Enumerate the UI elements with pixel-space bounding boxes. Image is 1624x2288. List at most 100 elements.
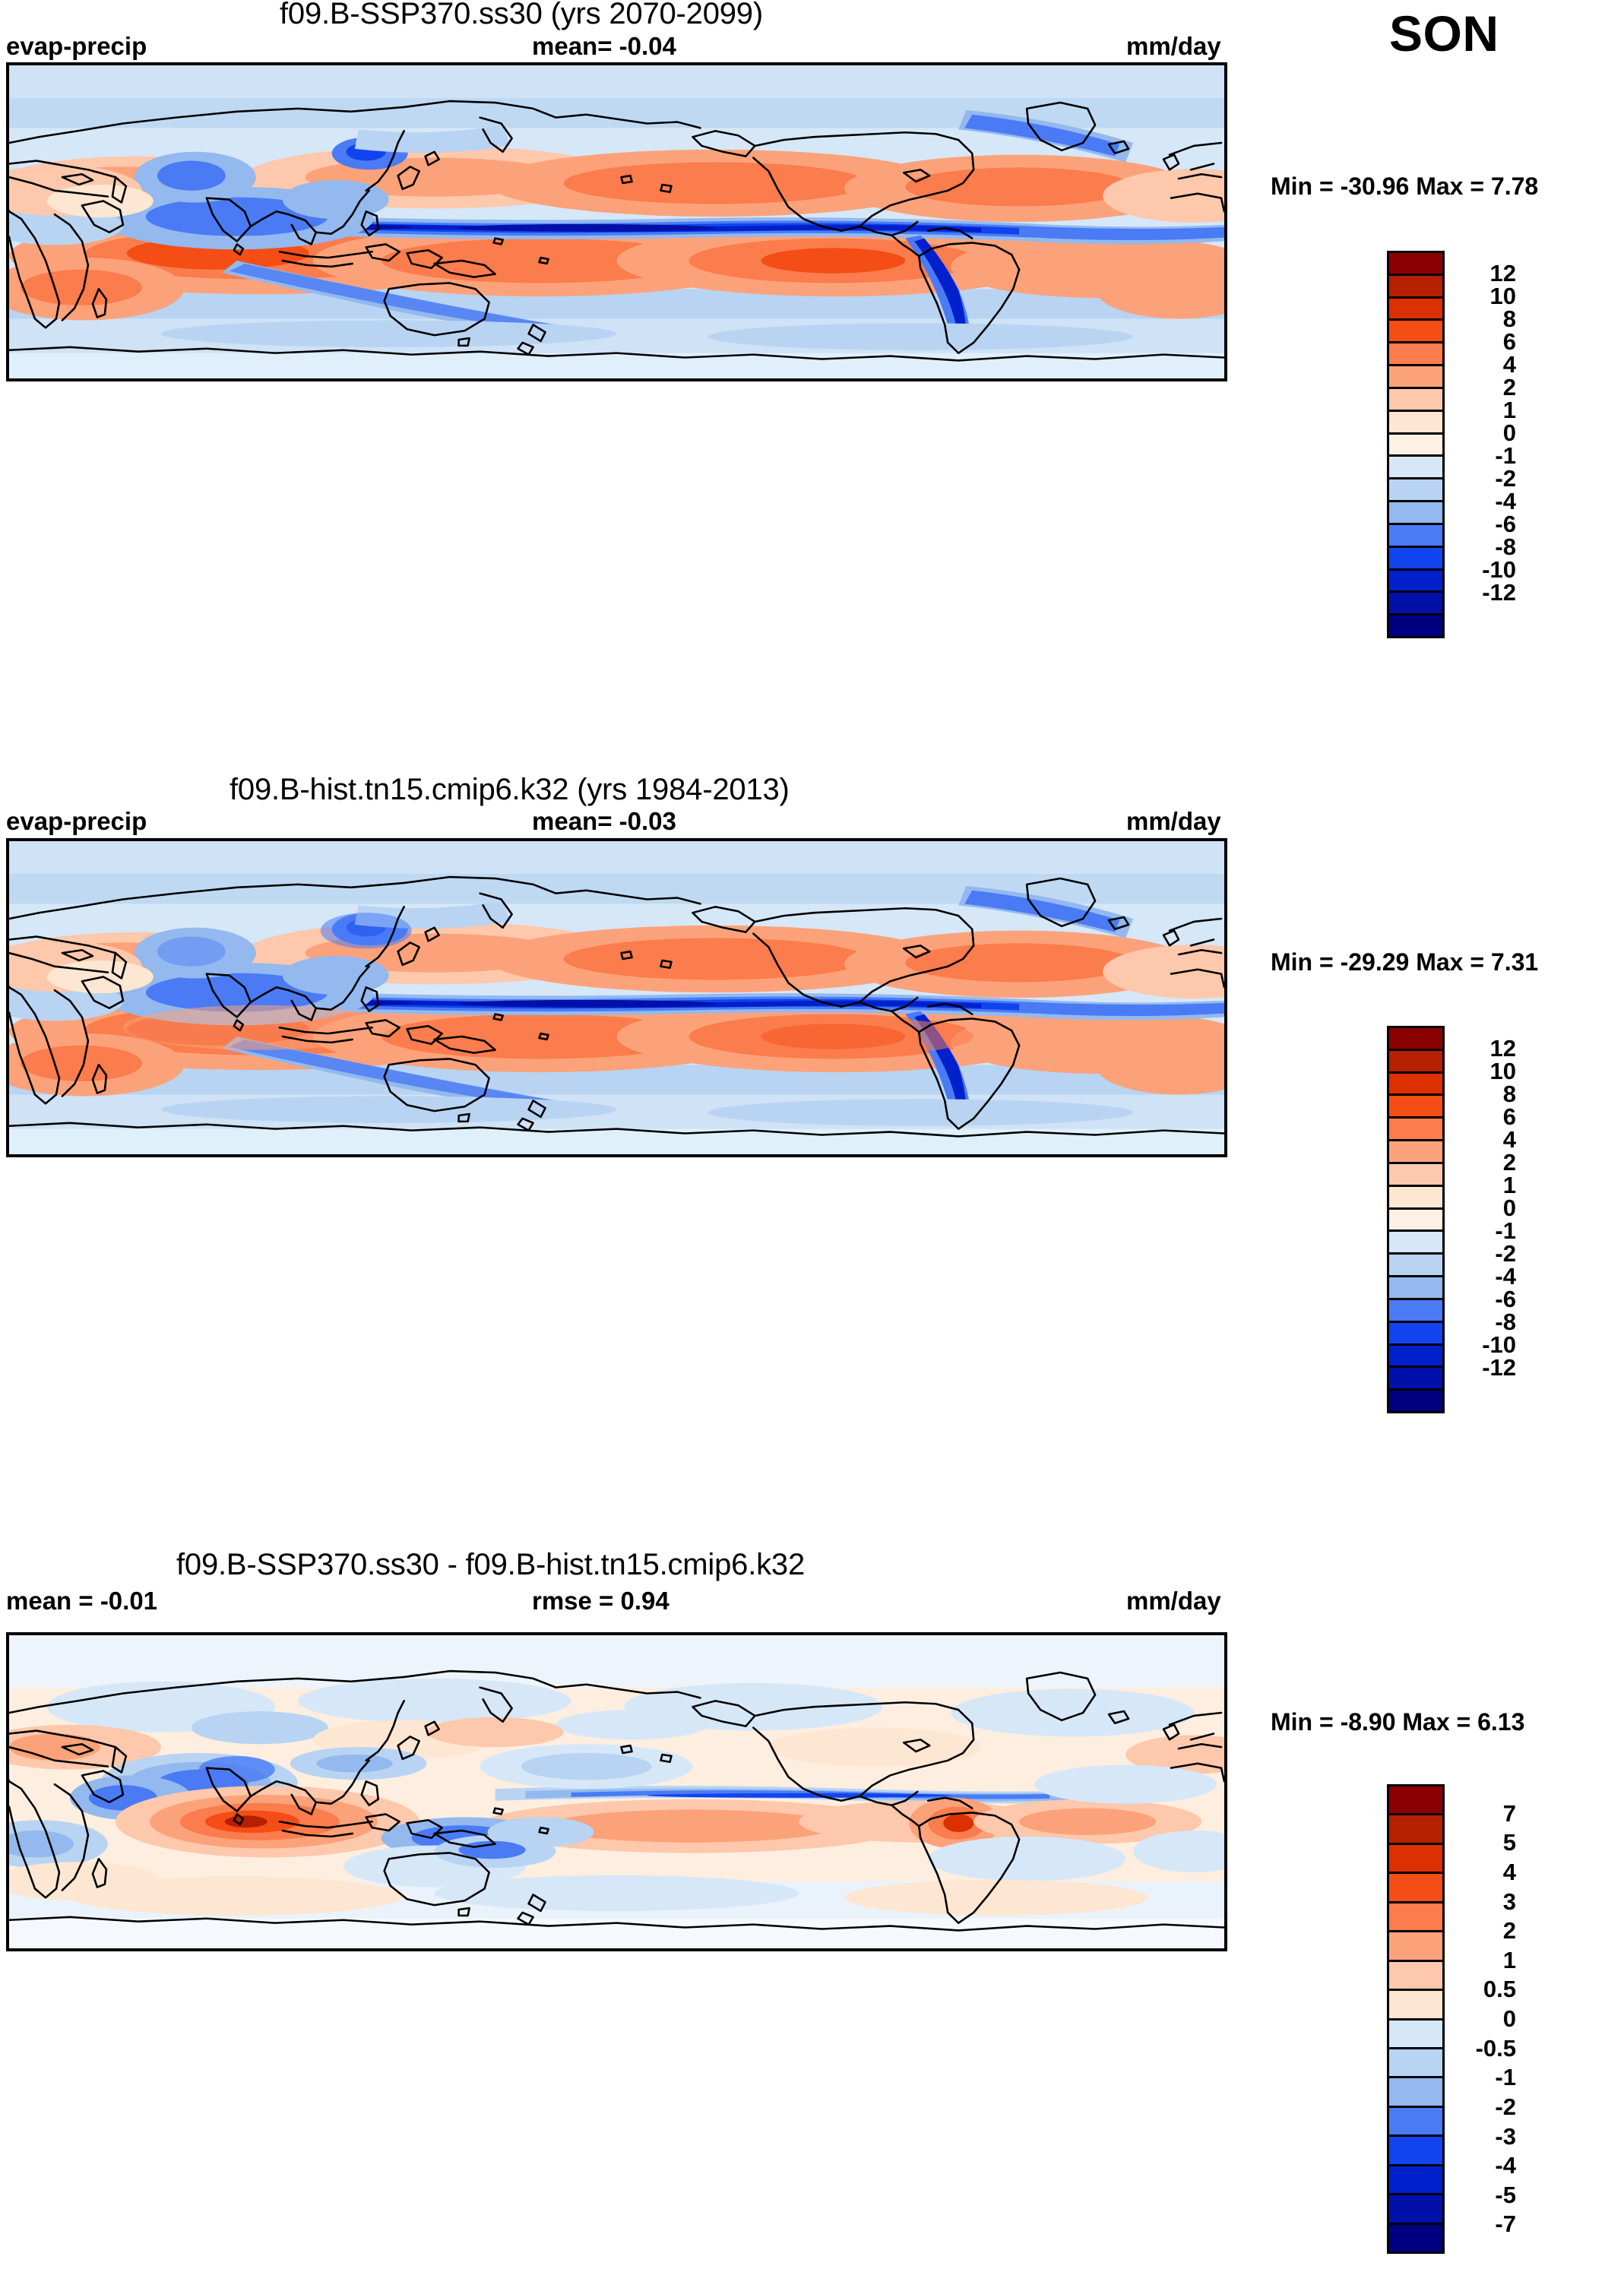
panel-2-title: f09.B-hist.tn15.cmip6.k32 (yrs 1984-2013… xyxy=(230,773,790,806)
colorbar-tick-label: 1 xyxy=(1502,1172,1516,1198)
colorbar-tick-label: -7 xyxy=(1495,2210,1516,2238)
panel-2-mean-label: mean= -0.03 xyxy=(532,807,676,835)
panel-3-units-label: mm/day xyxy=(1126,1587,1221,1615)
panel-1-minmax: Min = -30.96 Max = 7.78 xyxy=(1271,172,1539,200)
colorbar-2[interactable] xyxy=(1387,1026,1445,1413)
colorbar-1-swatch xyxy=(1389,502,1442,525)
map-panel-1[interactable] xyxy=(6,62,1227,381)
colorbar-3-swatch xyxy=(1389,2195,1442,2225)
colorbar-tick-label: 1 xyxy=(1502,1946,1516,1973)
colorbar-2-swatch xyxy=(1389,1299,1442,1323)
panel-1-mean-label: mean= -0.04 xyxy=(532,32,676,60)
colorbar-tick-label: 8 xyxy=(1502,1081,1516,1107)
colorbar-3-swatch xyxy=(1389,1932,1442,1962)
colorbar-2-swatch xyxy=(1389,1141,1442,1164)
map-1-canvas xyxy=(9,65,1224,378)
colorbar-tick-label: -5 xyxy=(1495,2181,1516,2208)
panel-1-units-label: mm/day xyxy=(1126,32,1221,60)
colorbar-tick-label: 2 xyxy=(1502,374,1516,400)
map-panel-2[interactable] xyxy=(6,838,1227,1157)
colorbar-2-swatch xyxy=(1389,1050,1442,1074)
colorbar-2-swatch xyxy=(1389,1391,1442,1412)
panel-1-title: f09.B-SSP370.ss30 (yrs 2070-2099) xyxy=(280,0,763,30)
colorbar-1-swatch xyxy=(1389,434,1442,457)
colorbar-tick-label: 4 xyxy=(1502,351,1516,378)
colorbar-tick-label: 12 xyxy=(1489,260,1516,286)
colorbar-2-swatch xyxy=(1389,1368,1442,1391)
colorbar-2-swatch xyxy=(1389,1163,1442,1187)
colorbar-tick-label: 6 xyxy=(1502,1103,1516,1130)
colorbar-tick-label: 0 xyxy=(1502,419,1516,446)
colorbar-tick-label: -2 xyxy=(1495,465,1516,492)
map-2-canvas xyxy=(9,841,1224,1154)
colorbar-tick-label: 8 xyxy=(1502,305,1516,332)
colorbar-tick-label: 0.5 xyxy=(1483,1976,1516,2003)
colorbar-3-swatch xyxy=(1389,2020,1442,2049)
colorbar-tick-label: 10 xyxy=(1489,1058,1516,1084)
colorbar-2-swatch xyxy=(1389,1073,1442,1097)
panel-1-variable-label: evap-precip xyxy=(6,32,147,60)
colorbar-tick-label: -4 xyxy=(1495,488,1516,514)
colorbar-1-swatch xyxy=(1389,253,1442,276)
colorbar-tick-label: 5 xyxy=(1502,1829,1516,1856)
colorbar-tick-label: 0 xyxy=(1502,2005,1516,2032)
colorbar-tick-label: -2 xyxy=(1495,2093,1516,2120)
colorbar-tick-label: -6 xyxy=(1495,1286,1516,1312)
colorbar-1-swatch xyxy=(1389,411,1442,435)
map-panel-3[interactable] xyxy=(6,1632,1227,1951)
colorbar-tick-label: -10 xyxy=(1482,556,1516,583)
colorbar-1[interactable] xyxy=(1387,251,1445,638)
colorbar-tick-label: -12 xyxy=(1482,579,1516,606)
colorbar-tick-label: -10 xyxy=(1482,1331,1516,1358)
colorbar-tick-label: -8 xyxy=(1495,1309,1516,1335)
colorbar-2-swatch xyxy=(1389,1277,1442,1300)
panel-3-minmax: Min = -8.90 Max = 6.13 xyxy=(1271,1708,1525,1736)
colorbar-tick-label: -2 xyxy=(1495,1240,1516,1267)
colorbar-2-swatch xyxy=(1389,1255,1442,1278)
colorbar-2-labels: 12 10 8 6 4 2 1 0 -1 -2 -4 -6 -8 -10 -12 xyxy=(1448,1026,1562,1413)
colorbar-2-swatch xyxy=(1389,1186,1442,1210)
colorbar-1-swatch xyxy=(1389,593,1442,616)
map-3-canvas xyxy=(9,1635,1224,1948)
colorbar-tick-label: -4 xyxy=(1495,2152,1516,2179)
colorbar-2-swatch xyxy=(1389,1345,1442,1369)
season-label: SON xyxy=(1389,5,1499,62)
colorbar-2-swatch xyxy=(1389,1096,1442,1119)
colorbar-tick-label: 1 xyxy=(1502,397,1516,423)
colorbar-3-swatch xyxy=(1389,1786,1442,1816)
colorbar-tick-label: -1 xyxy=(1495,2064,1516,2091)
colorbar-3-swatch xyxy=(1389,1903,1442,1933)
colorbar-3-swatch xyxy=(1389,1961,1442,1992)
colorbar-1-swatch xyxy=(1389,547,1442,571)
colorbar-3-swatch xyxy=(1389,2224,1442,2252)
colorbar-3-swatch xyxy=(1389,2137,1442,2166)
colorbar-3-swatch xyxy=(1389,1874,1442,1904)
colorbar-2-swatch xyxy=(1389,1232,1442,1255)
colorbar-2-swatch xyxy=(1389,1028,1442,1051)
colorbar-tick-label: 6 xyxy=(1502,328,1516,355)
colorbar-3-labels: 7 5 4 3 2 1 0.5 0 -0.5 -1 -2 -3 -4 -5 -7 xyxy=(1448,1784,1562,2254)
colorbar-3[interactable] xyxy=(1387,1784,1445,2254)
panel-2-variable-label: evap-precip xyxy=(6,807,147,835)
colorbar-3-swatch xyxy=(1389,1815,1442,1845)
colorbar-tick-label: -8 xyxy=(1495,533,1516,560)
colorbar-3-swatch xyxy=(1389,2107,1442,2138)
colorbar-2-swatch xyxy=(1389,1209,1442,1233)
colorbar-1-swatch xyxy=(1389,388,1442,412)
colorbar-3-swatch xyxy=(1389,1844,1442,1875)
colorbar-1-swatch xyxy=(1389,457,1442,480)
colorbar-1-swatch xyxy=(1389,321,1442,344)
colorbar-tick-label: 10 xyxy=(1489,283,1516,309)
colorbar-tick-label: 4 xyxy=(1502,1858,1516,1885)
colorbar-tick-label: 2 xyxy=(1502,1149,1516,1176)
panel-2-units-label: mm/day xyxy=(1126,807,1221,835)
panel-3-mean-label: mean = -0.01 xyxy=(6,1587,158,1615)
colorbar-tick-label: 0 xyxy=(1502,1195,1516,1221)
panel-3-rmse-label: rmse = 0.94 xyxy=(532,1587,670,1615)
colorbar-3-swatch xyxy=(1389,2166,1442,2196)
colorbar-tick-label: -12 xyxy=(1482,1354,1516,1381)
colorbar-tick-label: 3 xyxy=(1502,1888,1516,1915)
colorbar-tick-label: 12 xyxy=(1489,1035,1516,1062)
colorbar-tick-label: -1 xyxy=(1495,1217,1516,1244)
colorbar-1-swatch xyxy=(1389,570,1442,593)
